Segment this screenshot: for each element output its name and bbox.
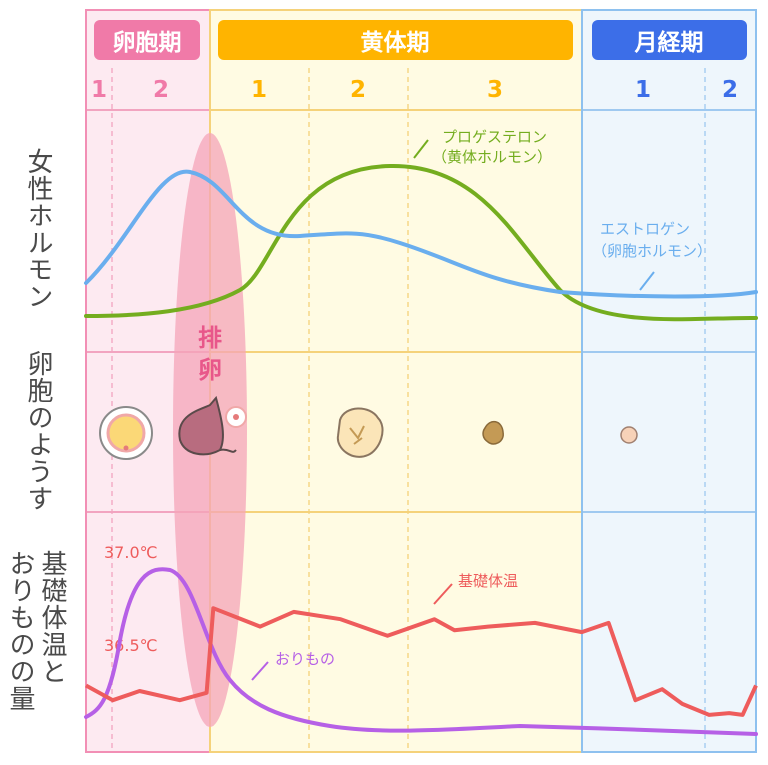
estrogen-annotation-2: （卵胞ホルモン） [592, 242, 712, 260]
discharge-callout-line [251, 661, 269, 681]
bbt-callout-line [433, 583, 453, 605]
corpus-luteum-icon [336, 407, 384, 458]
progesterone-callout-line [413, 139, 429, 159]
day-label: 2 [350, 77, 366, 103]
estrogen-callout-line [639, 271, 655, 291]
estrogen-curve [84, 169, 758, 299]
ovulation-label-1: 排 [198, 324, 222, 352]
progesterone-annotation-1: プロゲステロン [442, 128, 547, 146]
ovum-icon [225, 406, 247, 428]
luteal-phase-pill [218, 20, 573, 60]
luteal-phase-label: 黄体期 [361, 30, 430, 56]
day-label: 1 [91, 77, 107, 103]
regressing-corpus-luteum-icon [482, 420, 504, 445]
menstrual-phase-background [582, 10, 756, 752]
ruptured-follicle-icon [178, 395, 237, 456]
bbt-annotation: 基礎体温 [458, 572, 518, 590]
follicle-row-label: 卵胞のようす [23, 350, 53, 512]
temperature-row-label-1: 基礎体温と [37, 550, 67, 685]
menstrual-phase-pill [592, 20, 747, 60]
day-label: 1 [635, 77, 651, 103]
estrogen-annotation-1: エストロゲン [600, 220, 690, 238]
day-label: 3 [487, 77, 503, 103]
follicular-phase-pill [94, 20, 200, 60]
ovulation-label-2: 卵 [198, 356, 222, 384]
hormones-row-label: 女性ホルモン [23, 148, 53, 310]
luteal-phase-background [210, 10, 582, 752]
temp-high-label: 37.0℃ [104, 543, 158, 562]
temperature-row-label-2: おりものの量 [5, 550, 35, 712]
bbt-curve [85, 606, 758, 717]
follicle-icon [99, 406, 153, 460]
progesterone-annotation-2: （黄体ホルモン） [432, 148, 552, 166]
progesterone-curve [84, 163, 758, 322]
discharge-curve [84, 567, 758, 736]
temp-low-label: 36.5℃ [104, 636, 158, 655]
follicular-phase-label: 卵胞期 [113, 29, 182, 56]
day-label: 2 [153, 77, 169, 103]
day-label: 2 [722, 77, 738, 103]
small-follicle-icon [620, 426, 638, 444]
day-label: 1 [251, 77, 267, 103]
discharge-annotation: おりもの [275, 650, 335, 668]
menstrual-phase-label: 月経期 [634, 29, 704, 56]
